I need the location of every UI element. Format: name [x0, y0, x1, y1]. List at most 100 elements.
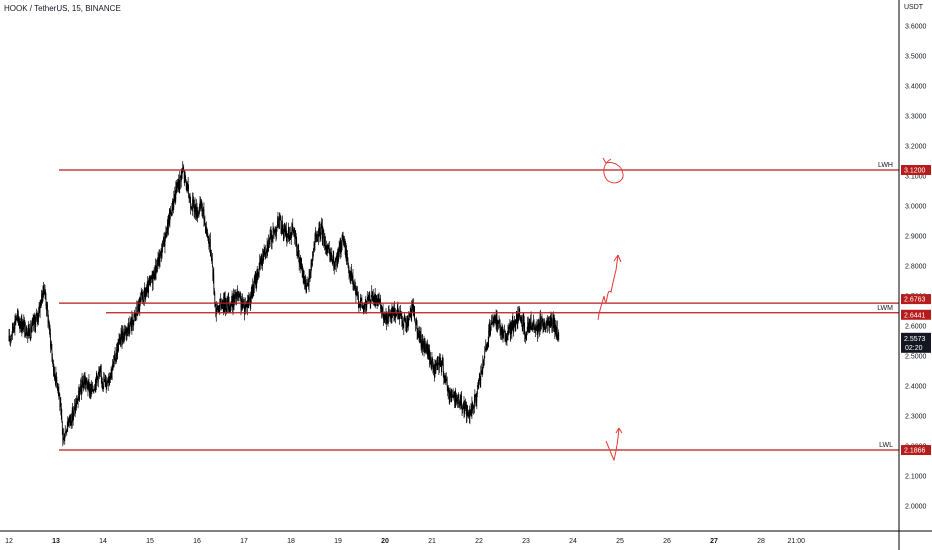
candle-body — [339, 245, 340, 253]
candle-body — [408, 314, 410, 316]
candle-body — [153, 271, 155, 279]
candle-body — [45, 297, 47, 306]
candle-body — [300, 260, 302, 263]
candle-body — [357, 294, 359, 296]
candle-body — [538, 322, 539, 327]
candle-body — [535, 328, 537, 330]
candle-body — [94, 389, 96, 391]
candle-body — [73, 408, 74, 416]
candle-body — [57, 386, 59, 389]
candle-body — [216, 304, 218, 307]
candle-body — [509, 324, 511, 329]
candle-body — [102, 385, 104, 387]
candle-body — [211, 258, 213, 261]
candle-body — [37, 313, 39, 319]
candle-body — [436, 364, 437, 366]
candle-body — [262, 255, 264, 265]
candle-body — [216, 304, 218, 311]
candle-body — [345, 249, 347, 257]
candle-body — [85, 382, 87, 386]
candle-body — [62, 438, 64, 440]
candle-body — [248, 297, 250, 303]
candle-body — [519, 317, 521, 319]
candle-body — [440, 363, 442, 369]
candle-body — [553, 321, 555, 332]
y-tick-label: 3.6000 — [905, 24, 927, 31]
candle-body — [219, 299, 221, 306]
candle-body — [234, 296, 235, 299]
candle-body — [369, 293, 371, 302]
candle-body — [272, 228, 274, 239]
candle-body — [282, 221, 283, 231]
candle-body — [549, 320, 551, 324]
time-axis[interactable]: 12 13 14 15 16 17 18 19 20 21 22 23 24 25 26 27 28 21:00 — [0, 530, 932, 545]
candle-body — [17, 314, 19, 316]
candle-body — [47, 304, 48, 311]
candle-body — [346, 256, 348, 261]
candle-body — [527, 322, 529, 327]
candle-body — [129, 322, 131, 332]
candle-body — [417, 334, 419, 336]
candle-body — [432, 358, 433, 362]
candle-body — [275, 232, 277, 235]
candle-body — [451, 395, 453, 399]
candle-body — [516, 314, 518, 318]
candle-body — [266, 243, 268, 252]
price-axis[interactable]: 3.6000 3.5000 3.4000 3.3000 3.2000 3.1000 3.00… — [898, 0, 927, 550]
level-lines[interactable]: LWH LWM LWL — [59, 162, 899, 451]
candle-body — [550, 317, 551, 324]
candle-body — [540, 316, 541, 326]
candle-body — [371, 291, 373, 296]
candle-body — [309, 274, 311, 276]
y-tick-label: 2.8000 — [905, 264, 927, 271]
candle-body — [316, 234, 317, 237]
candle-body — [22, 323, 24, 329]
candle-body — [171, 203, 173, 211]
candle-body — [41, 293, 43, 302]
candle-body — [540, 324, 542, 326]
candle-body — [299, 261, 301, 268]
candle-body — [284, 228, 285, 233]
candle-body — [217, 308, 219, 310]
candle-body — [221, 301, 223, 309]
candle-body — [526, 334, 528, 335]
candle-body — [497, 320, 499, 322]
candle-body — [203, 209, 205, 220]
candle-body — [382, 308, 384, 314]
candle-body — [218, 308, 220, 312]
candle-body — [433, 366, 434, 371]
candle-body — [68, 419, 70, 425]
candle-body — [399, 317, 400, 319]
level-price-label: 2.1866 — [904, 448, 926, 455]
candle-body — [396, 314, 397, 316]
last-price-badge — [901, 332, 931, 353]
candle-body — [213, 274, 215, 291]
candle-body — [376, 298, 378, 300]
candle-body — [238, 295, 240, 297]
candle-body — [320, 236, 321, 239]
candle-body — [438, 360, 440, 369]
candle-body — [67, 422, 69, 428]
candle-body — [418, 330, 419, 336]
candle-body — [272, 238, 273, 242]
candle-body — [475, 395, 477, 401]
candle-body — [177, 186, 179, 188]
candle-body — [504, 331, 506, 340]
candle-body — [296, 251, 298, 253]
candle-body — [408, 314, 410, 321]
y-tick-label: 3.1000 — [905, 174, 927, 181]
candle-body — [60, 408, 62, 416]
candle-body — [259, 261, 261, 264]
candle-body — [59, 403, 61, 407]
candle-body — [143, 289, 145, 302]
candle-body — [35, 318, 36, 328]
candle-body — [452, 393, 454, 396]
candle-body — [435, 364, 437, 373]
candle-body — [330, 253, 332, 259]
candle-body — [11, 335, 12, 337]
y-tick-label: 3.3000 — [905, 114, 927, 121]
candle-body — [488, 330, 490, 343]
candle-body — [201, 208, 203, 209]
candle-body — [368, 294, 370, 300]
